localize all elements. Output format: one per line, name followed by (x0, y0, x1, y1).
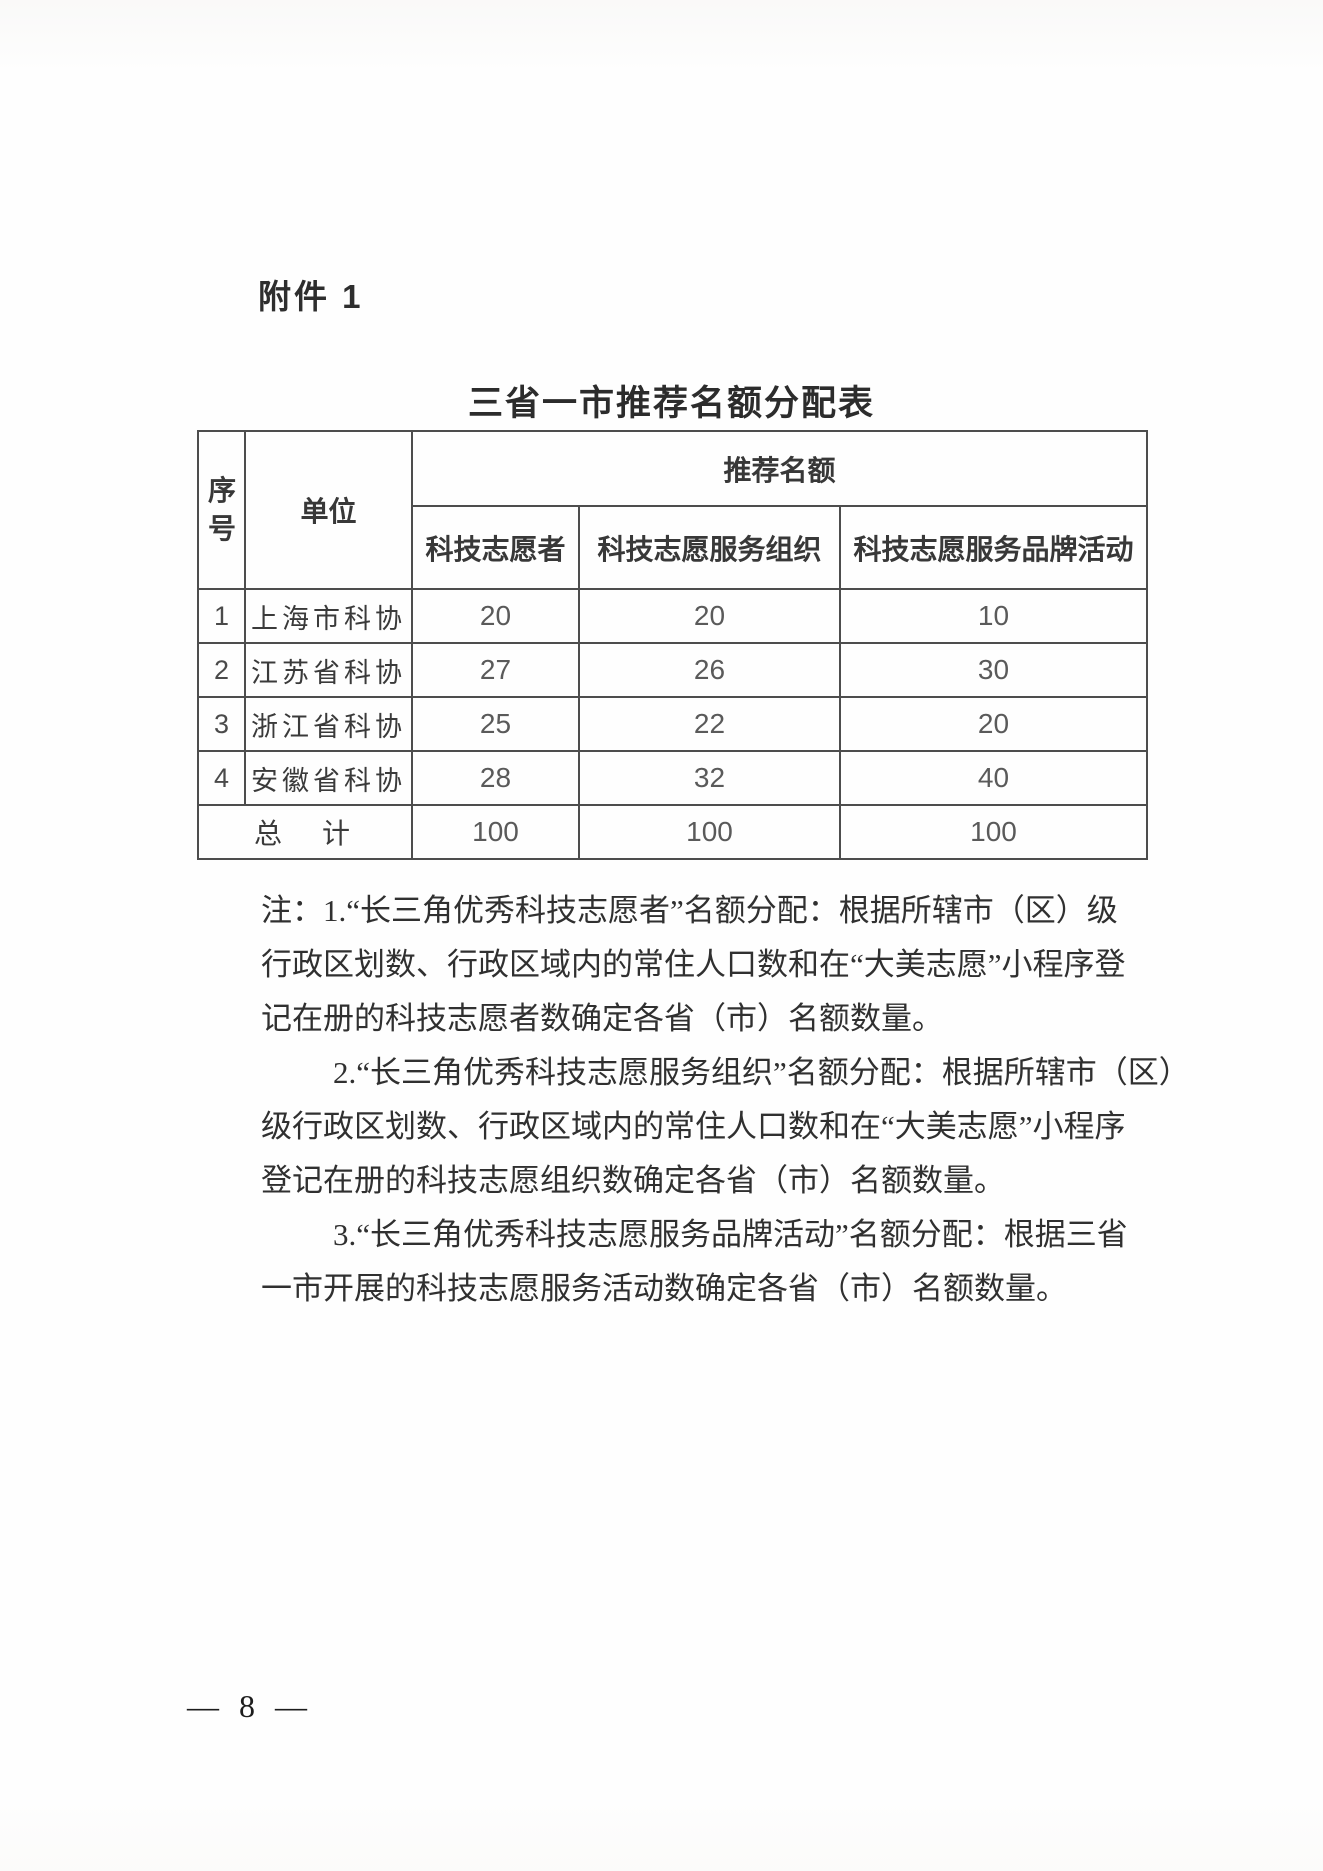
cell-unit: 江苏省科协 (244, 642, 413, 698)
cell-row-no: 3 (197, 696, 246, 752)
quota-table: 序号 单位 推荐名额 科技志愿者 科技志愿服务组织 科技志愿服务品牌活动 1 上… (197, 430, 1149, 860)
table-row: 1 上海市科协 20 20 10 (197, 588, 1149, 644)
note-line: 级行政区划数、行政区域内的常住人口数和在“大美志愿”小程序 (261, 1109, 1126, 1144)
cell-value: 20 (838, 696, 1149, 752)
note-line: 行政区划数、行政区域内的常住人口数和在“大美志愿”小程序登 (261, 947, 1126, 982)
note-line: 登记在册的科技志愿组织数确定各省（市）名额数量。 (261, 1163, 1005, 1198)
note-line: 一市开展的科技志愿服务活动数确定各省（市）名额数量。 (261, 1271, 1067, 1306)
cell-value: 20 (411, 588, 580, 644)
note-line: 记在册的科技志愿者数确定各省（市）名额数量。 (261, 1001, 943, 1036)
cell-row-no: 2 (197, 642, 246, 698)
table-row: 2 江苏省科协 27 26 30 (197, 642, 1149, 698)
note-line: 3.“长三角优秀科技志愿服务品牌活动”名额分配：根据三省 (333, 1217, 1128, 1252)
cell-total-label: 总 计 (197, 804, 413, 860)
header-cell-no: 序号 (197, 430, 246, 590)
cell-value: 28 (411, 750, 580, 806)
header-cell-brand-activities: 科技志愿服务品牌活动 (838, 505, 1149, 590)
table-total-row: 总 计 100 100 100 (197, 804, 1149, 860)
cell-value: 30 (838, 642, 1149, 698)
cell-row-no: 1 (197, 588, 246, 644)
cell-total-value: 100 (411, 804, 580, 860)
cell-row-no: 4 (197, 750, 246, 806)
cell-value: 25 (411, 696, 580, 752)
cell-unit: 安徽省科协 (244, 750, 413, 806)
cell-value: 20 (578, 588, 841, 644)
cell-value: 27 (411, 642, 580, 698)
header-cell-unit: 单位 (244, 430, 413, 590)
table-row: 4 安徽省科协 28 32 40 (197, 750, 1149, 806)
cell-total-value: 100 (838, 804, 1149, 860)
cell-unit: 浙江省科协 (244, 696, 413, 752)
table-header-row-1: 序号 单位 推荐名额 (197, 430, 1149, 590)
cell-total-value: 100 (578, 804, 841, 860)
header-cell-volunteers: 科技志愿者 (411, 505, 580, 590)
table-title: 三省一市推荐名额分配表 (467, 384, 875, 423)
attachment-label: 附件 1 (258, 278, 364, 315)
cell-value: 32 (578, 750, 841, 806)
table-header-row-2: 科技志愿者 科技志愿服务组织 科技志愿服务品牌活动 (198, 505, 1149, 590)
cell-unit: 上海市科协 (244, 588, 413, 644)
notes-block: 注：1.“长三角优秀科技志愿者”名额分配：根据所辖市（区）级 行政区划数、行政区… (261, 888, 1190, 1320)
header-cell-service-orgs: 科技志愿服务组织 (578, 505, 841, 590)
cell-value: 40 (838, 750, 1149, 806)
header-cell-quota-group: 推荐名额 (410, 430, 1149, 507)
cell-value: 10 (838, 588, 1149, 644)
note-line: 注：1.“长三角优秀科技志愿者”名额分配：根据所辖市（区）级 (261, 893, 1118, 928)
cell-value: 26 (578, 642, 841, 698)
page-number: — 8 — (187, 1688, 313, 1724)
table-row: 3 浙江省科协 25 22 20 (197, 696, 1149, 752)
note-line: 2.“长三角优秀科技志愿服务组织”名额分配：根据所辖市（区） (333, 1055, 1190, 1090)
cell-value: 22 (578, 696, 841, 752)
